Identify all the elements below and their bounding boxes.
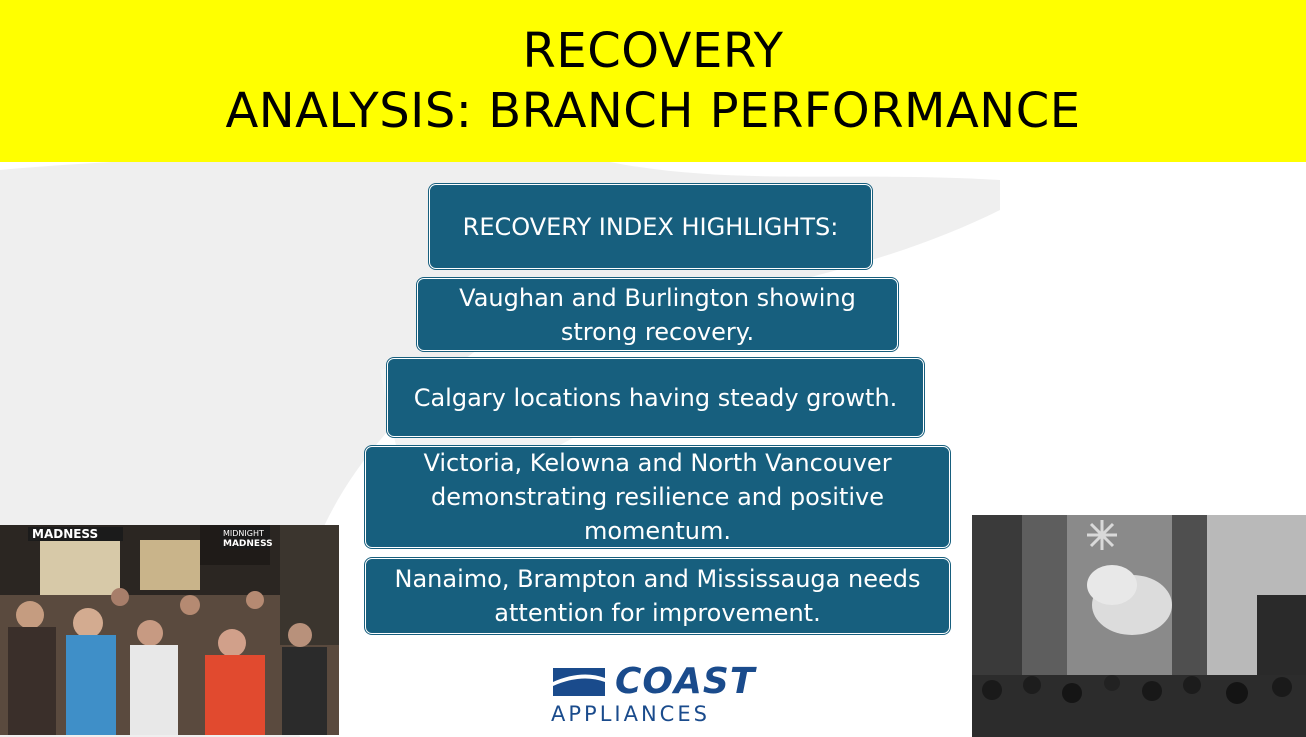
- logo-name: COAST: [615, 661, 756, 702]
- snowflake-icon: [1087, 520, 1117, 550]
- highlight-item-vaughan: Vaughan and Burlington showing strong re…: [417, 278, 898, 351]
- highlight-item-text: Vaughan and Burlington showing strong re…: [459, 283, 856, 346]
- city-street-photo: [972, 515, 1306, 737]
- highlight-item-nanaimo: Nanaimo, Brampton and Mississauga needs …: [365, 558, 950, 634]
- shoppers-crowd-photo: MADNESS MIDNIGHT MADNESS: [0, 525, 339, 735]
- title-line-2: ANALYSIS: BRANCH PERFORMANCE: [225, 83, 1081, 139]
- highlight-item-calgary: Calgary locations having steady growth.: [387, 358, 924, 437]
- highlights-heading-text: RECOVERY INDEX HIGHLIGHTS:: [462, 212, 839, 241]
- coast-wave-icon: [553, 668, 605, 696]
- highlight-item-text: Victoria, Kelowna and North Vancouver de…: [423, 449, 892, 545]
- sign-left: MADNESS: [32, 527, 98, 541]
- sign-right-1: MIDNIGHT: [223, 529, 264, 538]
- coast-appliances-logo: COAST APPLIANCES: [549, 661, 756, 728]
- title-line-1: RECOVERY: [522, 23, 784, 79]
- highlight-item-victoria: Victoria, Kelowna and North Vancouver de…: [365, 446, 950, 548]
- highlight-item-text: Calgary locations having steady growth.: [413, 383, 898, 412]
- logo-sub: APPLIANCES: [551, 702, 710, 726]
- highlights-heading: RECOVERY INDEX HIGHLIGHTS:: [429, 184, 872, 269]
- title-band: RECOVERY ANALYSIS: BRANCH PERFORMANCE: [0, 0, 1306, 162]
- sign-right-2: MADNESS: [223, 539, 273, 549]
- highlight-item-text: Nanaimo, Brampton and Mississauga needs …: [394, 565, 921, 627]
